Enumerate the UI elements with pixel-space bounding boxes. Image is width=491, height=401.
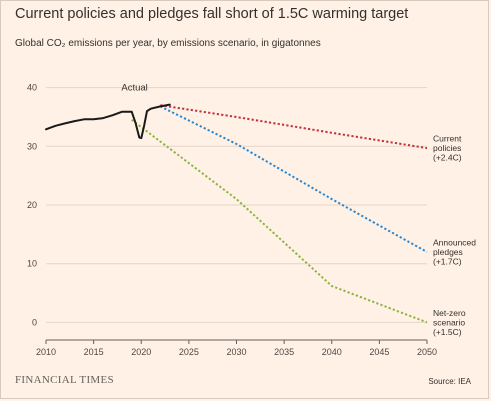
y-tick-label: 40 xyxy=(27,83,37,93)
series-layer xyxy=(45,103,428,324)
x-tick-label: 2030 xyxy=(226,347,246,357)
series-line-current-policies xyxy=(160,104,428,150)
y-tick-label: 10 xyxy=(27,259,37,269)
series-line-announced-pledges xyxy=(159,105,428,253)
ft-logo: FINANCIAL TIMES xyxy=(15,374,114,386)
series-label-current-policies: Current xyxy=(433,134,462,144)
source-note: Source: IEA xyxy=(428,377,471,386)
x-tick-label: 2045 xyxy=(369,347,389,357)
series-label-current-policies: policies xyxy=(433,143,461,153)
series-line-actual xyxy=(45,103,171,140)
y-tick-label: 0 xyxy=(32,317,37,327)
series-label-announced-pledges: Announced xyxy=(433,238,476,248)
series-label-net-zero: Net-zero xyxy=(433,308,466,318)
x-tick-label: 2040 xyxy=(322,347,342,357)
x-tick-label: 2010 xyxy=(36,347,56,357)
x-tick-label: 2035 xyxy=(274,347,294,357)
x-tick-label: 2025 xyxy=(179,347,199,357)
chart-title: Current policies and pledges fall short … xyxy=(15,6,409,22)
x-tick-label: 2020 xyxy=(131,347,151,357)
series-label-announced-pledges: pledges xyxy=(433,247,463,257)
x-tick-label: 2015 xyxy=(84,347,104,357)
y-tick-label: 30 xyxy=(27,141,37,151)
chart-subtitle: Global CO₂ emissions per year, by emissi… xyxy=(15,38,321,49)
series-label-net-zero: scenario xyxy=(433,317,465,327)
series-label-net-zero: (+1.5C) xyxy=(433,327,462,337)
y-tick-label: 20 xyxy=(27,200,37,210)
annotation-actual: Actual xyxy=(121,83,147,94)
x-tick-label: 2050 xyxy=(417,347,437,357)
series-label-announced-pledges: (+1.7C) xyxy=(433,257,462,267)
grid-layer xyxy=(45,87,428,344)
series-line-net-zero xyxy=(131,119,428,324)
series-label-current-policies: (+2.4C) xyxy=(433,153,462,163)
